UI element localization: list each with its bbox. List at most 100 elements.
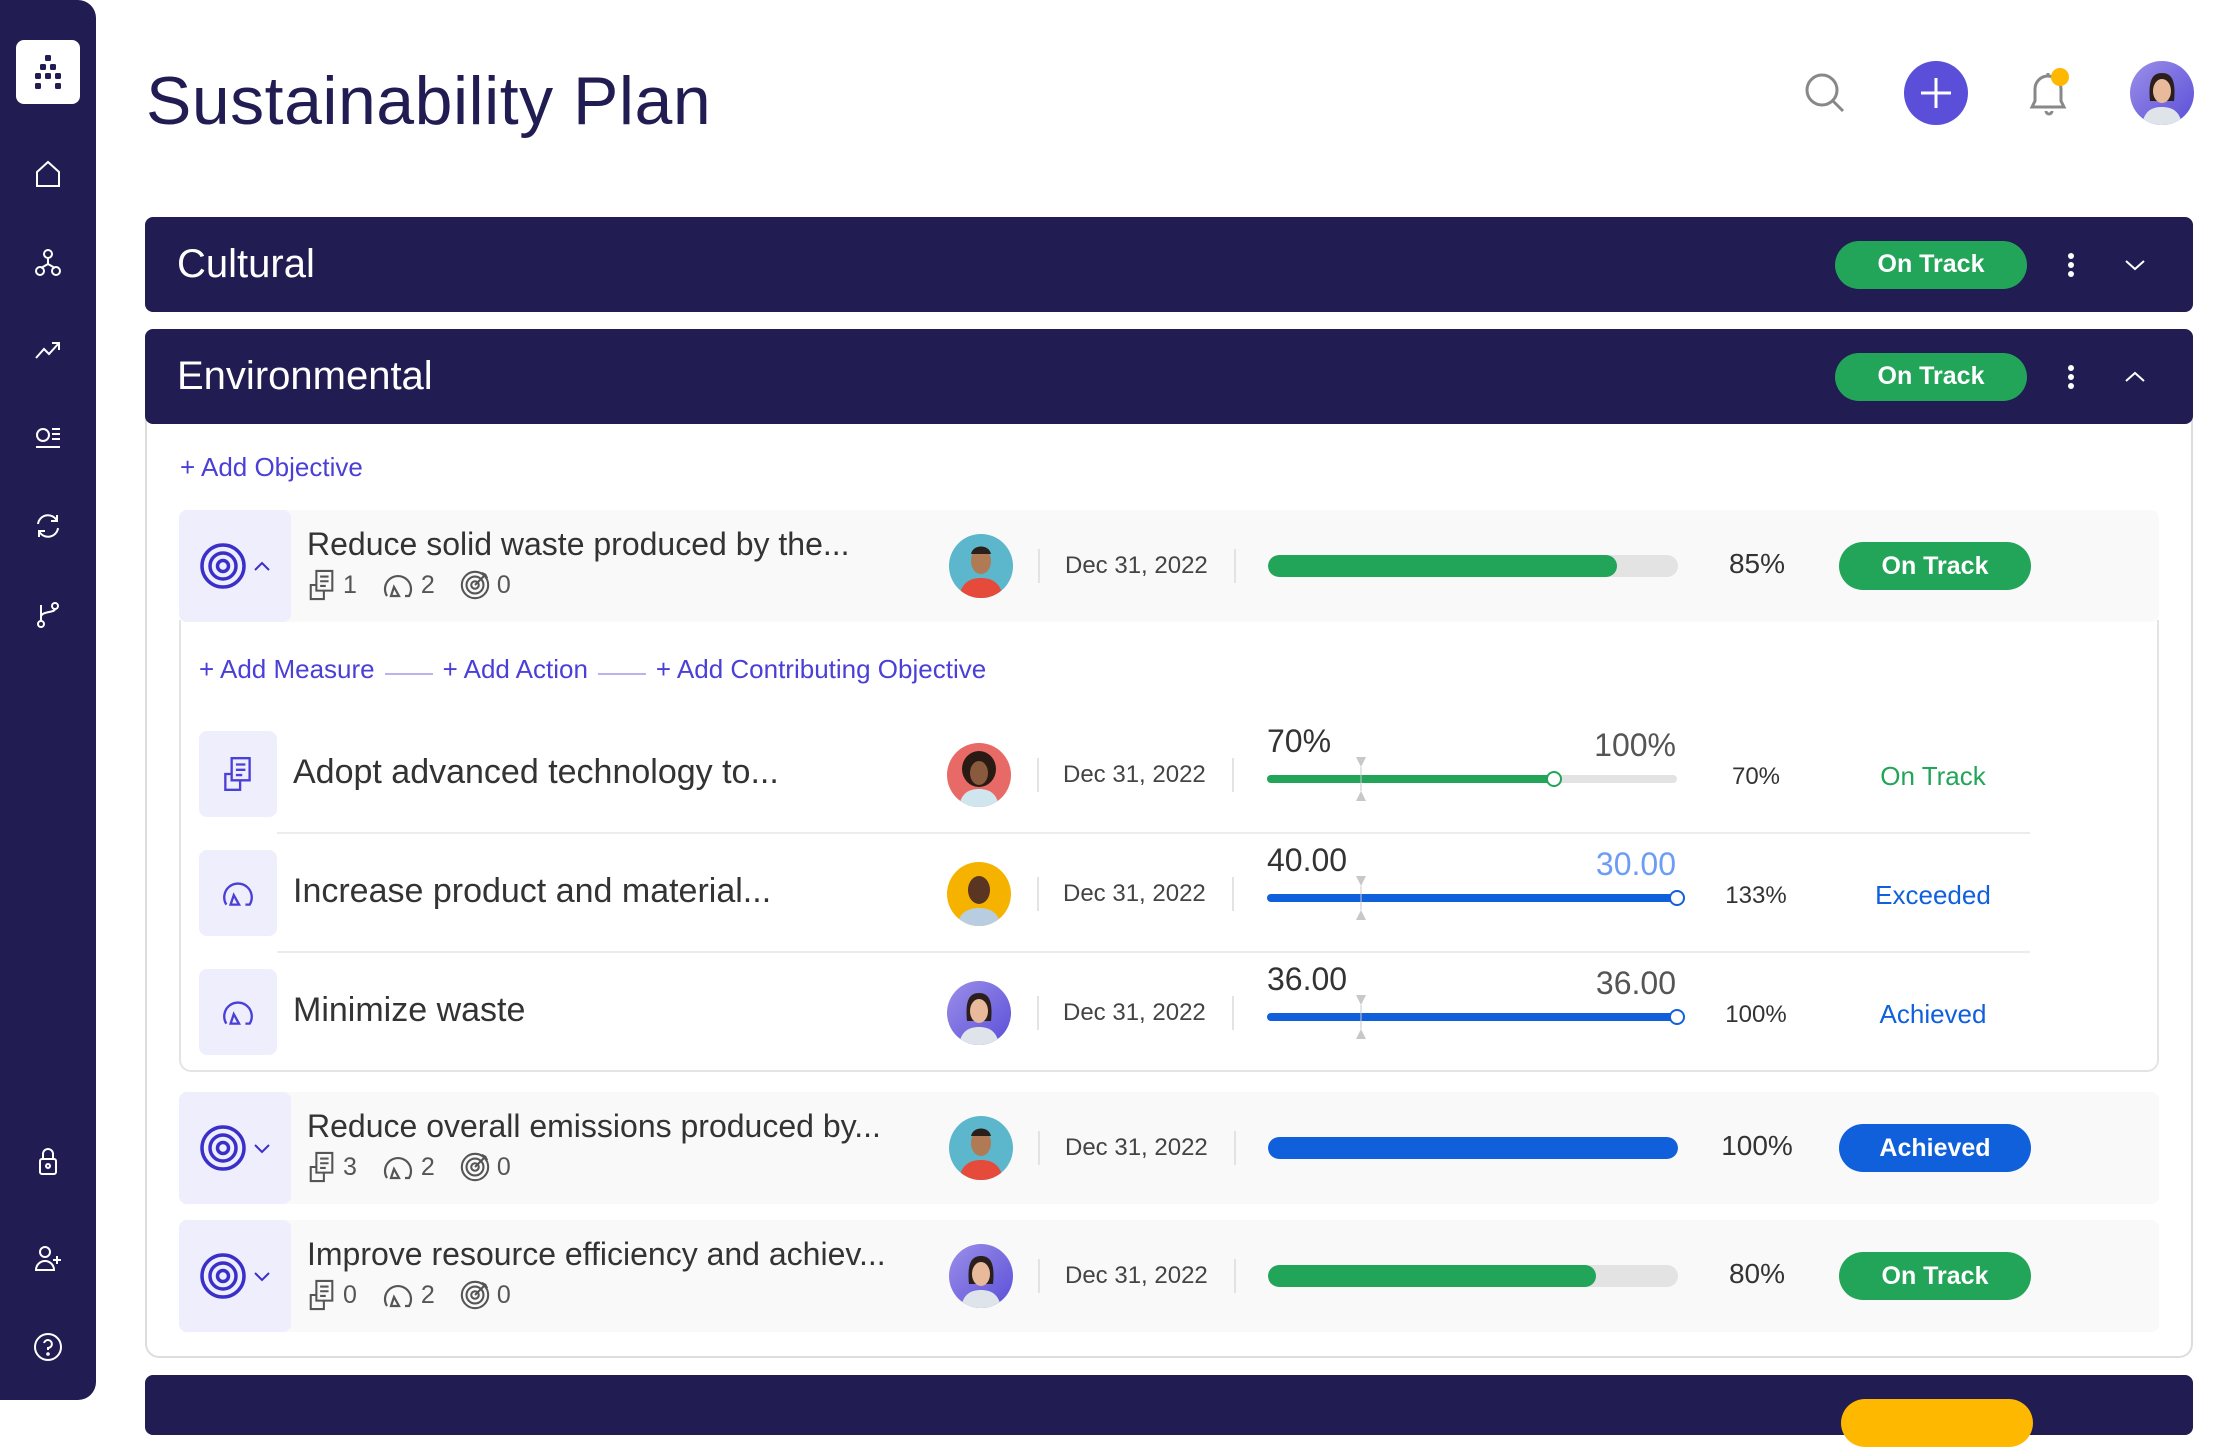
measure-count: 3: [343, 1152, 357, 1181]
owner-photo: [961, 1256, 1001, 1308]
row-separator: [277, 832, 2030, 834]
action-status: Achieved: [1879, 999, 1987, 1029]
notifications-button[interactable]: [2025, 65, 2073, 121]
contributing-objective-icon: [459, 569, 491, 601]
divider: [1038, 1131, 1040, 1165]
owner-photo: [959, 546, 1003, 598]
add-button[interactable]: [1904, 61, 1968, 125]
divider: [1037, 758, 1039, 792]
add-objective-link[interactable]: + Add Objective: [180, 452, 363, 482]
target-icon: [198, 1251, 248, 1301]
objective-row[interactable]: Reduce solid waste produced by the... 1 …: [179, 510, 2159, 622]
contributing-objective-icon: [459, 1151, 491, 1183]
category-name: Environmental: [177, 354, 433, 398]
objective-toggle[interactable]: [179, 510, 291, 622]
page-title: Sustainability Plan: [146, 63, 712, 139]
sidebar-item-home[interactable]: [28, 154, 68, 194]
progress-bar: [1268, 1265, 1678, 1287]
target-icon: [198, 1123, 248, 1173]
bell-icon: [2029, 68, 2069, 116]
owner-photo: [959, 751, 999, 807]
expected-progress-marker: [1356, 757, 1367, 801]
due-date: Dec 31, 2022: [1063, 999, 1206, 1026]
action-gauge-icon: [381, 1152, 415, 1182]
objective-title[interactable]: Reduce solid waste produced by the...: [307, 526, 850, 562]
sidebar-item-hierarchy[interactable]: [28, 243, 68, 283]
objective-toggle[interactable]: [179, 1220, 291, 1332]
app-logo[interactable]: [16, 40, 80, 104]
objective-title[interactable]: Reduce overall emissions produced by...: [307, 1108, 881, 1144]
status-badge: On Track: [1835, 240, 2027, 289]
sidebar-item-trends[interactable]: [28, 330, 68, 370]
target-value: 100%: [1594, 727, 1676, 763]
action-title[interactable]: Minimize waste: [293, 991, 526, 1029]
measure-row[interactable]: Adopt advanced technology to... Dec 31, …: [199, 715, 2030, 834]
objective-counts: 3 2 0: [307, 1150, 529, 1184]
environmental-panel: [145, 418, 2193, 1358]
status-badge: [1841, 1399, 2033, 1447]
kebab-icon: [2068, 364, 2074, 389]
more-options-button[interactable]: [2051, 357, 2091, 397]
measure-icon: [221, 755, 255, 793]
current-value: 40.00: [1267, 842, 1348, 878]
sidebar-item-sync[interactable]: [28, 506, 68, 546]
objective-toggle[interactable]: [179, 1092, 291, 1204]
owner-photo: [957, 876, 1001, 926]
objective-row[interactable]: Improve resource efficiency and achiev..…: [179, 1220, 2159, 1332]
collapse-button[interactable]: [2115, 357, 2155, 397]
hierarchy-icon: [35, 249, 61, 276]
sidebar-item-add-user[interactable]: [28, 1238, 68, 1278]
add-contributing-objective-link[interactable]: + Add Contributing Objective: [655, 654, 987, 684]
logo-dots-icon: [35, 55, 61, 89]
action-title[interactable]: Increase product and material...: [293, 872, 772, 910]
progress-bar: [1268, 1137, 1678, 1159]
target-value: 30.00: [1595, 846, 1676, 882]
objective-title[interactable]: Improve resource efficiency and achiev..…: [307, 1236, 886, 1272]
lock-icon: [39, 1148, 57, 1175]
add-action-link[interactable]: + Add Action: [442, 654, 588, 684]
progress-fill: [1267, 1013, 1677, 1021]
progress-percent: 80%: [1728, 1258, 1786, 1289]
sidebar-item-lock[interactable]: [28, 1141, 68, 1181]
action-progress-bar: [1267, 995, 1685, 1039]
category-cultural[interactable]: Cultural On Track: [145, 217, 2193, 312]
search-button[interactable]: [1801, 69, 1849, 117]
action-row[interactable]: Increase product and material... Dec 31,…: [199, 834, 2030, 953]
chevron-down-icon: [2125, 259, 2145, 270]
chevron-down-icon: [254, 1144, 270, 1154]
contributing-count: 0: [496, 1152, 511, 1181]
objective-details: [179, 620, 2159, 1072]
search-icon: [1805, 73, 1845, 113]
more-options-button[interactable]: [2051, 245, 2091, 285]
measure-icon: [307, 1278, 337, 1312]
status-badge: Achieved: [1839, 1124, 2031, 1172]
divider: [1234, 1259, 1236, 1293]
expected-progress-marker: [1356, 876, 1367, 920]
divider: [1038, 1259, 1040, 1293]
sidebar-item-route[interactable]: [28, 595, 68, 635]
action-status: Exceeded: [1875, 880, 1991, 910]
measure-icon: [307, 568, 337, 602]
measure-title[interactable]: Adopt advanced technology to...: [293, 753, 779, 791]
due-date: Dec 31, 2022: [1065, 552, 1208, 579]
current-value: 36.00: [1267, 961, 1348, 997]
action-row[interactable]: Minimize waste Dec 31, 2022 36.00 36.00 …: [199, 953, 2030, 1072]
progress-percent: 85%: [1728, 548, 1786, 579]
sidebar-item-list[interactable]: [28, 417, 68, 457]
category-next[interactable]: [145, 1375, 2193, 1447]
progress-knob: [1546, 771, 1562, 787]
sidebar-item-help[interactable]: [28, 1327, 68, 1367]
action-percent: 100%: [1725, 1001, 1787, 1028]
measure-progress-bar: [1267, 757, 1677, 801]
user-avatar[interactable]: [2130, 61, 2194, 125]
objective-row[interactable]: Reduce overall emissions produced by... …: [179, 1092, 2159, 1204]
add-measure-link[interactable]: + Add Measure: [199, 654, 375, 684]
owner-avatar: [949, 1116, 1013, 1180]
measure-count: 0: [343, 1280, 357, 1309]
measure-icon-box: [199, 731, 277, 817]
action-gauge-icon: [381, 1280, 415, 1310]
expand-button[interactable]: [2115, 245, 2155, 285]
trend-icon: [35, 342, 60, 359]
category-environmental[interactable]: Environmental On Track: [145, 329, 2193, 424]
kebab-icon: [2068, 252, 2074, 277]
